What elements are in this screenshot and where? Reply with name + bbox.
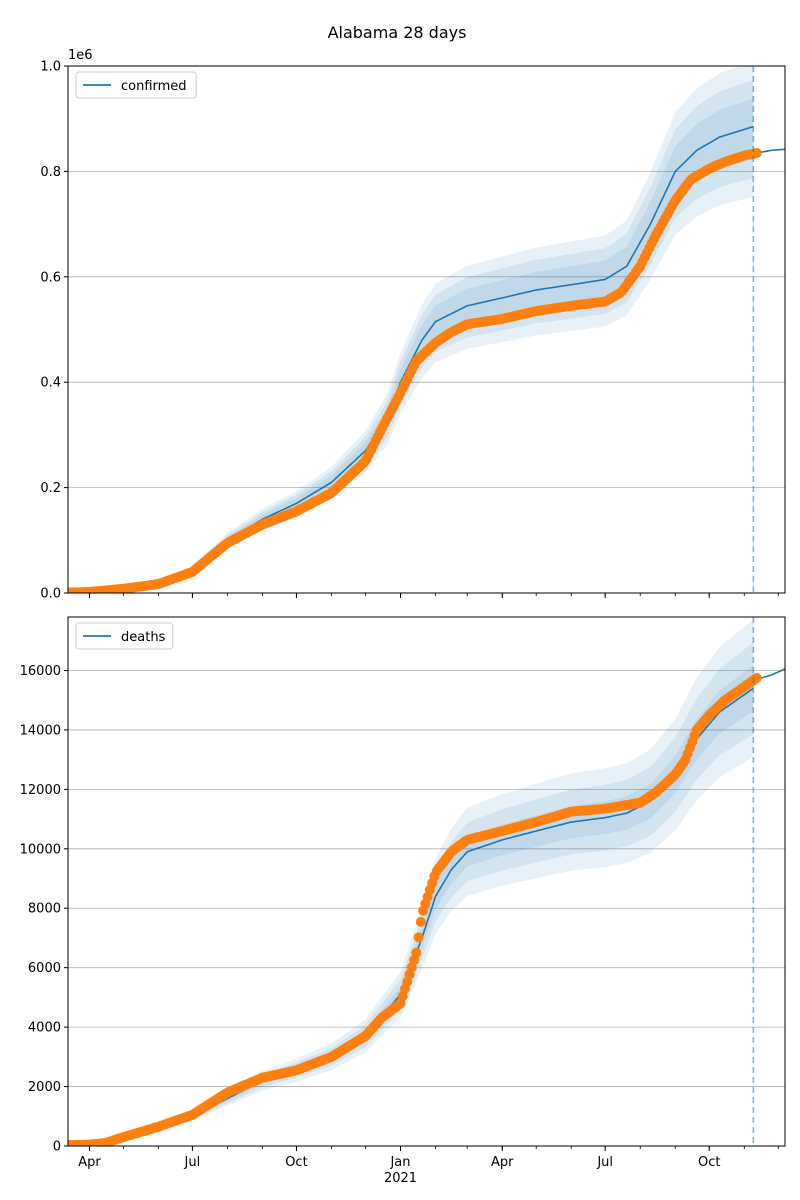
y-tick-label: 2000 bbox=[28, 1080, 61, 1095]
plot-area bbox=[68, 66, 785, 593]
y-tick-label: 4000 bbox=[28, 1021, 61, 1036]
y-tick-label: 12000 bbox=[20, 783, 61, 798]
y-tick-label: 0.0 bbox=[40, 587, 61, 602]
axes-frame bbox=[67, 616, 786, 1147]
observed-point bbox=[751, 672, 762, 683]
x-tick-sublabel: 2021 bbox=[384, 1171, 417, 1186]
x-tick-label: Oct bbox=[285, 1155, 307, 1170]
legend-box bbox=[75, 71, 197, 99]
legend-box bbox=[75, 622, 174, 650]
legend-label: confirmed bbox=[121, 79, 187, 94]
confirmed-panel: 0.0 0.2 0.4 0.6 0.8 1.0 1e6 confirmed bbox=[40, 48, 786, 602]
uncertainty-band bbox=[68, 66, 754, 593]
observed-point bbox=[413, 932, 424, 943]
y-tick-label: 0 bbox=[53, 1140, 61, 1155]
y-tick-label: 6000 bbox=[28, 961, 61, 976]
axis-multiplier: 1e6 bbox=[68, 48, 93, 63]
observed-point bbox=[411, 947, 422, 958]
y-tick-label: 0.4 bbox=[40, 376, 61, 391]
y-tick-label: 1.0 bbox=[40, 60, 61, 75]
uncertainty-band bbox=[68, 642, 754, 1145]
plot-area bbox=[68, 617, 785, 1146]
uncertainty-band bbox=[68, 98, 754, 592]
uncertainty-band bbox=[68, 80, 754, 593]
observed-point bbox=[415, 916, 426, 927]
x-tick-label: Apr bbox=[491, 1155, 514, 1170]
y-tick-label: 16000 bbox=[20, 664, 61, 679]
chart-title: Alabama 28 days bbox=[328, 23, 467, 42]
y-tick-label: 0.2 bbox=[40, 481, 61, 496]
x-tick-label: Jul bbox=[184, 1155, 201, 1170]
y-tick-label: 0.8 bbox=[40, 165, 61, 180]
uncertainty-band bbox=[68, 619, 754, 1145]
legend-label: deaths bbox=[121, 630, 166, 645]
deaths-panel: 0 2000 4000 6000 8000 10000 12000 14000 16000 Apr… bbox=[20, 616, 786, 1186]
y-tick-label: 8000 bbox=[28, 902, 61, 917]
x-tick-label: Oct bbox=[698, 1155, 720, 1170]
legend: confirmed bbox=[75, 71, 197, 99]
observed-point bbox=[751, 148, 762, 158]
x-tick-label: Jul bbox=[596, 1155, 613, 1170]
x-tick-label: Jan bbox=[389, 1155, 410, 1170]
axes-frame bbox=[67, 65, 786, 594]
uncertainty-band bbox=[68, 665, 754, 1145]
legend: deaths bbox=[75, 622, 174, 650]
y-tick-label: 10000 bbox=[20, 842, 61, 857]
x-tick-label: Apr bbox=[78, 1155, 101, 1170]
y-tick-label: 14000 bbox=[20, 723, 61, 738]
y-tick-label: 0.6 bbox=[40, 270, 61, 285]
